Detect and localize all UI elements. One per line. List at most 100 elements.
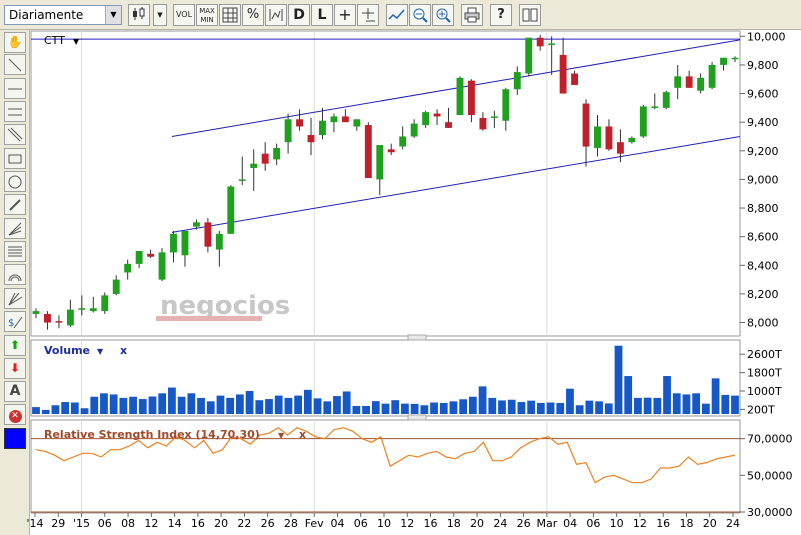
volume-bar <box>546 402 555 414</box>
volume-axis-label: 1000T <box>747 385 782 398</box>
zoom-in-icon <box>436 8 451 23</box>
volume-bar <box>643 397 652 414</box>
close-icon[interactable]: x <box>120 344 127 357</box>
volume-button[interactable]: VOL <box>173 4 195 26</box>
arc-tool-button[interactable] <box>4 264 26 285</box>
candle-body <box>594 126 601 148</box>
volume-bar <box>624 376 633 414</box>
chevron-down-icon[interactable]: ▼ <box>97 347 104 356</box>
trendline-tool-button[interactable] <box>4 54 26 75</box>
pencil-icon <box>9 199 21 211</box>
volume-bar <box>410 403 419 414</box>
rsi-axis-label: 70,0000 <box>747 433 793 446</box>
sell-signal-button[interactable]: ⬇ <box>4 358 26 379</box>
volume-axis-label: 2600T <box>747 348 782 361</box>
volume-bar <box>692 393 701 414</box>
chevron-down-icon[interactable]: ▼ <box>73 37 80 46</box>
candle-body <box>44 313 51 323</box>
rsi-axis-label: 50,0000 <box>747 469 793 482</box>
rectangle-tool-button[interactable] <box>4 148 26 169</box>
candlestick-chart-button[interactable] <box>128 4 150 26</box>
grid-icon <box>222 7 238 23</box>
candle-body <box>628 137 636 143</box>
price-axis-label: 8,000 <box>747 317 779 330</box>
fibonacci-fan-tool-button[interactable] <box>4 218 26 239</box>
crosshair-button[interactable]: + <box>334 4 356 26</box>
print-button[interactable] <box>461 4 483 26</box>
hand-tool-button[interactable]: ✋ <box>4 32 26 53</box>
candle-body <box>307 135 315 143</box>
fibonacci-retracement-tool-button[interactable] <box>4 241 26 262</box>
candle-body <box>525 37 533 74</box>
trend-button[interactable] <box>386 4 408 26</box>
x-axis-label: 22 <box>237 517 251 530</box>
chart-type-dropdown[interactable]: ▼ <box>153 4 167 26</box>
candle-body <box>192 222 200 227</box>
color-picker-button[interactable] <box>4 428 26 449</box>
scale-button[interactable] <box>265 4 287 26</box>
x-axis-label: 26 <box>517 517 531 530</box>
volume-bar <box>352 405 361 414</box>
maxmin-button[interactable]: MAX MIN <box>196 4 218 26</box>
x-axis-label: 04 <box>330 517 344 530</box>
x-axis-label: 28 <box>284 517 298 530</box>
volume-bar <box>32 407 40 414</box>
parallel-line-tool-button[interactable] <box>4 101 26 122</box>
candle-body <box>605 126 613 150</box>
pane-resize-handle[interactable] <box>407 414 427 421</box>
rsi-pane[interactable] <box>30 419 741 514</box>
volume-bar <box>362 405 370 414</box>
close-icon[interactable]: x <box>299 428 306 441</box>
x-axis-label: 06 <box>98 517 112 530</box>
candle-body <box>296 119 303 127</box>
line-button[interactable]: L <box>311 4 333 26</box>
pane-resize-handle[interactable] <box>407 334 427 341</box>
grid-button[interactable] <box>219 4 241 26</box>
rsi-title[interactable]: Relative Strength Index (14,70,30) <box>44 428 260 441</box>
crosshair-label-button[interactable] <box>357 4 379 26</box>
x-axis-label: 18 <box>679 517 693 530</box>
percent-button[interactable]: % <box>242 4 264 26</box>
pencil-tool-button[interactable] <box>4 194 26 215</box>
price-pane[interactable] <box>30 30 741 337</box>
x-axis-label: 29 <box>51 517 65 530</box>
volume-bar <box>323 401 332 414</box>
help-button[interactable]: ? <box>490 4 512 26</box>
channel-tool-button[interactable] <box>4 124 26 145</box>
period-select[interactable]: Diariamente ▼ <box>4 5 122 25</box>
help-button-label: ? <box>497 7 505 22</box>
gann-tool-button[interactable] <box>4 288 26 309</box>
candle-body <box>376 145 384 180</box>
zoom-in-button[interactable] <box>432 4 454 26</box>
text-tool-button[interactable]: A <box>4 381 26 402</box>
buy-signal-button[interactable]: ⬆ <box>4 335 26 356</box>
x-axis-label: 12 <box>633 517 647 530</box>
delete-drawings-button[interactable]: ✕ <box>4 404 26 425</box>
candle-body <box>468 80 475 116</box>
circle-tool-button[interactable] <box>4 171 26 192</box>
maxmin-button-label: MAX MIN <box>199 7 215 24</box>
chevron-down-icon[interactable]: ▼ <box>105 6 121 24</box>
zoom-out-button[interactable] <box>409 4 431 26</box>
chevron-down-icon[interactable]: ▼ <box>278 431 285 440</box>
gann-icon <box>8 292 23 306</box>
x-axis-label: '15 <box>73 517 90 530</box>
x-axis-label: 18 <box>447 517 461 530</box>
candle-body <box>215 233 223 250</box>
horizontal-line-tool-button[interactable] <box>4 78 26 99</box>
volume-bar <box>284 397 293 414</box>
volume-bar <box>177 396 186 414</box>
symbol-label[interactable]: CTT <box>44 34 65 47</box>
scale-tool-button[interactable]: $ <box>4 311 26 332</box>
price-axis-label: 8,200 <box>747 288 779 301</box>
volume-title[interactable]: Volume <box>44 344 90 357</box>
daily-button[interactable]: D <box>288 4 310 26</box>
volume-bar <box>468 396 477 414</box>
volume-bar <box>585 400 594 414</box>
x-axis-label: 08 <box>121 517 135 530</box>
arrow-up-icon: ⬆ <box>9 338 21 352</box>
book-button[interactable] <box>519 4 541 26</box>
candle-body <box>32 311 40 314</box>
volume-bar <box>342 391 351 414</box>
